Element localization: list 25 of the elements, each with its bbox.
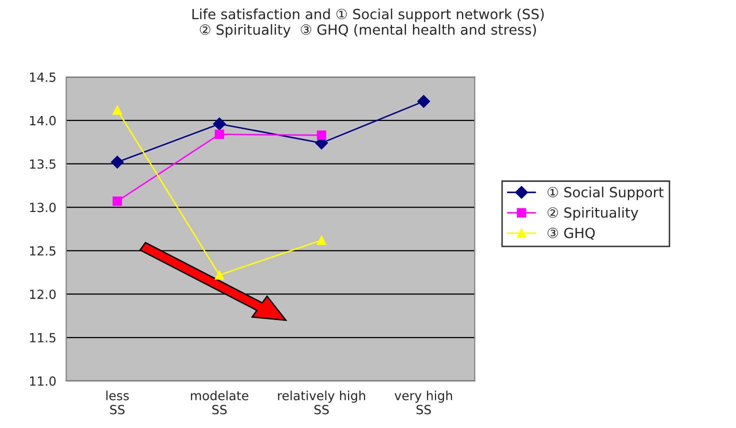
y-tick-label: 11.5 — [30, 333, 56, 342]
y-tick-label: 11.0 — [30, 376, 56, 386]
x-tick-label: relatively high SS — [278, 390, 366, 414]
point — [213, 118, 226, 130]
point — [112, 196, 122, 206]
legend-label: ① Social Support — [548, 186, 664, 200]
point — [214, 270, 224, 280]
point — [112, 105, 122, 115]
point — [214, 130, 224, 140]
y-tick-label: 12.5 — [30, 246, 56, 256]
legend-label: ② Spirituality — [548, 207, 638, 221]
y-tick-label: 13.0 — [30, 202, 56, 212]
y-tick-label: 13.5 — [30, 159, 56, 169]
point — [316, 236, 326, 245]
point — [417, 94, 430, 108]
chart-title: Life satisfaction and ① Social support network (SS) ② Spirituality ③ GHQ (mental health and stress) — [192, 8, 544, 38]
x-tick-label: modelate SS — [190, 390, 248, 414]
y-tick-label: 12.0 — [30, 290, 56, 300]
point — [316, 130, 326, 140]
y-tick-label: 14.0 — [30, 116, 56, 126]
point — [110, 156, 124, 169]
y-tick-label: 14.5 — [30, 72, 56, 82]
x-tick-label: very high SS — [394, 390, 452, 414]
x-tick-label: less SS — [106, 390, 129, 414]
legend-label: ③ GHQ — [548, 228, 595, 240]
